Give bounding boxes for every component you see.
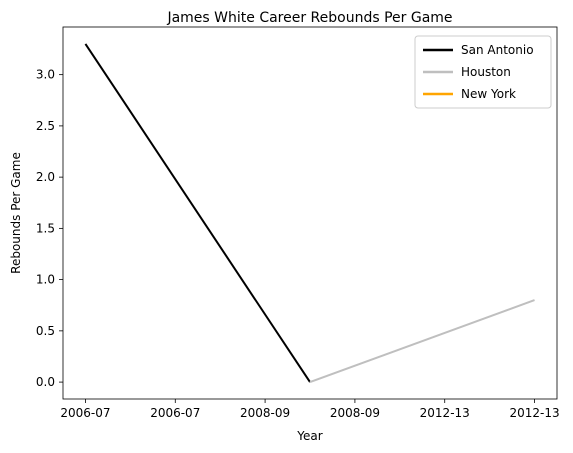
plot-area: [84, 43, 535, 384]
y-axis: 0.0 0.5 1.0 1.5 2.0 2.5 3.0: [36, 68, 63, 389]
x-tick-label: 2008-09: [240, 406, 290, 420]
y-tick-label: 3.0: [36, 68, 55, 82]
y-tick-label: 0.0: [36, 375, 55, 389]
x-axis-label: Year: [296, 429, 322, 443]
series-line-0: [84, 43, 311, 383]
x-tick-label: 2008-09: [330, 406, 380, 420]
legend: San Antonio Houston New York: [414, 35, 552, 109]
plot-frame: [62, 26, 558, 400]
y-tick-label: 1.5: [36, 221, 55, 235]
legend-entry-label: San Antonio: [461, 43, 534, 57]
y-tick-label: 0.5: [36, 324, 55, 338]
y-tick-label: 1.0: [36, 273, 55, 287]
legend-entry-label: New York: [461, 87, 516, 101]
y-axis-label: Rebounds Per Game: [9, 152, 23, 274]
chart-title: James White Career Rebounds Per Game: [166, 10, 452, 26]
x-tick-label: 2012-13: [420, 406, 470, 420]
legend-box: [414, 35, 552, 109]
x-tick-label: 2012-13: [509, 406, 559, 420]
x-tick-label: 2006-07: [150, 406, 200, 420]
y-tick-label: 2.0: [36, 170, 55, 184]
legend-entry-label: Houston: [461, 65, 511, 79]
y-tick-label: 2.5: [36, 119, 55, 133]
x-axis: 2006-07 2006-07 2008-09 2008-09 2012-13 2012-…: [60, 399, 560, 420]
x-tick-label: 2006-07: [60, 406, 110, 420]
series-line-1: [309, 299, 535, 384]
